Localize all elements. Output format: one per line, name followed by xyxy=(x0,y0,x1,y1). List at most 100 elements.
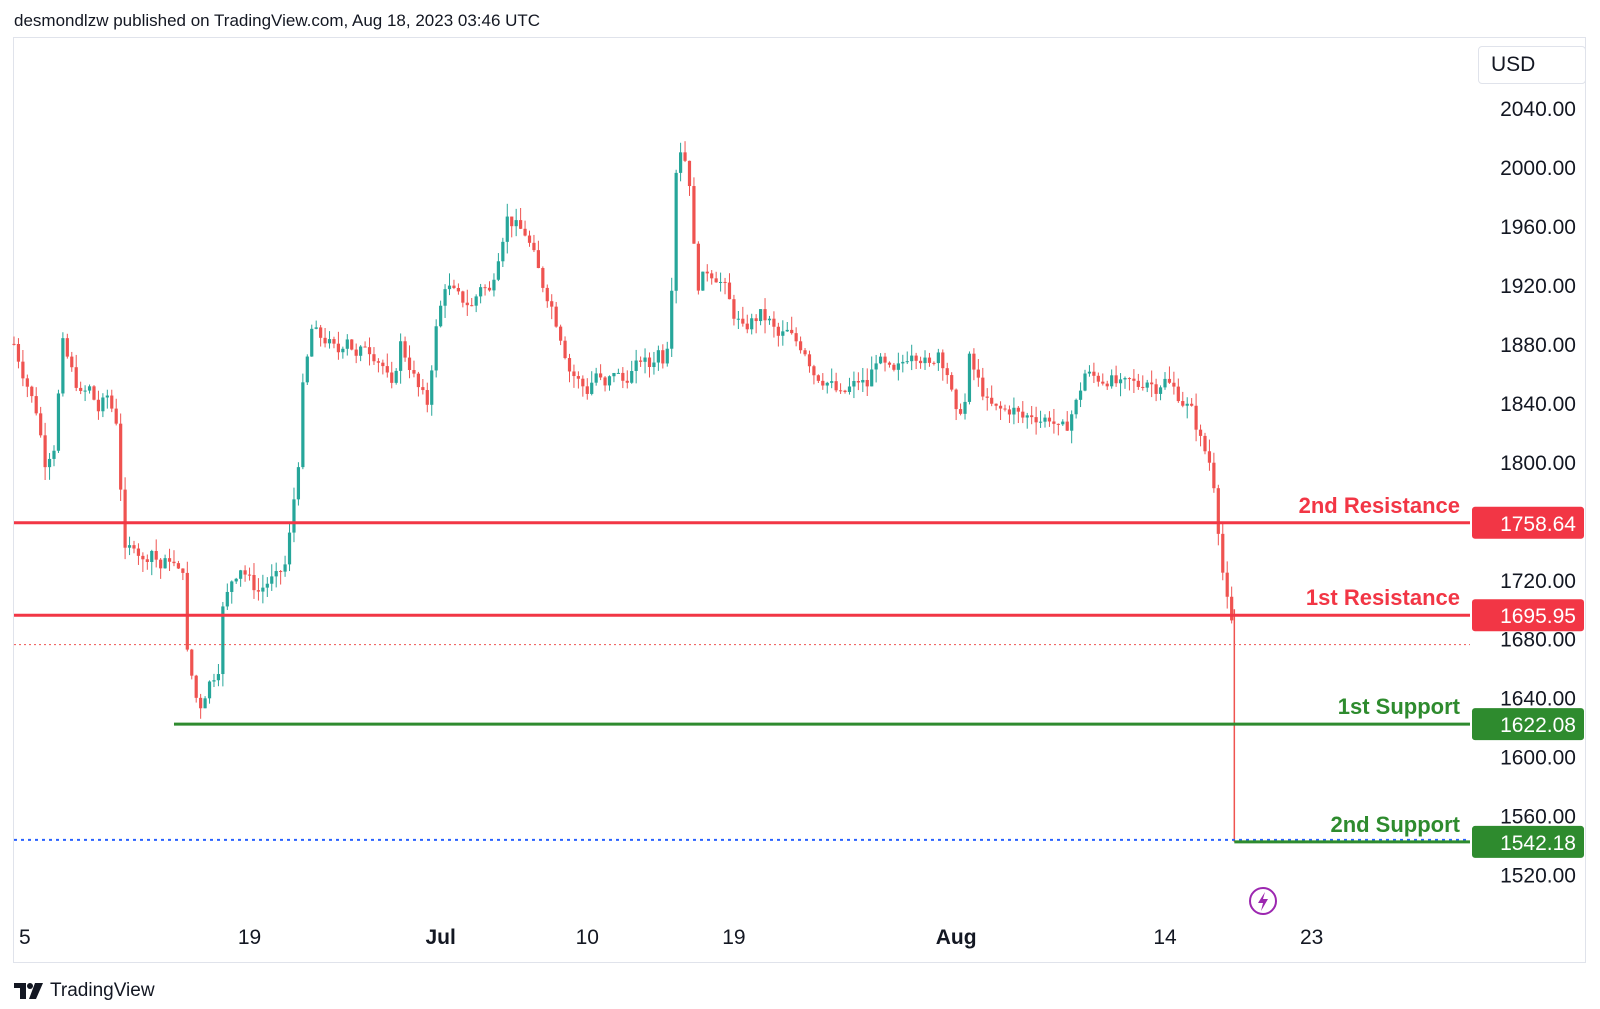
price-tick-label: 1640.00 xyxy=(1500,688,1576,711)
candle xyxy=(923,357,927,364)
candle xyxy=(1150,382,1154,385)
candle xyxy=(136,548,141,556)
candle xyxy=(559,326,563,341)
candle xyxy=(501,241,505,262)
price-axis[interactable]: 2040.00 2000.00 1960.00 1920.00 1880.00 1840.… xyxy=(1500,98,1576,888)
candle xyxy=(332,339,336,344)
candle xyxy=(439,305,443,327)
candle xyxy=(950,375,954,390)
candle xyxy=(541,268,545,288)
candle xyxy=(159,559,163,569)
candle xyxy=(505,216,509,242)
candle xyxy=(12,343,16,345)
candle xyxy=(479,287,483,297)
candle xyxy=(652,362,656,368)
candle xyxy=(74,367,78,388)
candle xyxy=(1123,378,1127,380)
candle xyxy=(79,387,83,391)
candle xyxy=(594,373,598,383)
candle xyxy=(1016,407,1020,412)
candle xyxy=(421,387,425,391)
candle xyxy=(1038,421,1043,423)
candle xyxy=(785,329,789,332)
candle xyxy=(163,558,167,569)
candle xyxy=(687,160,692,187)
candle xyxy=(34,396,38,414)
candle xyxy=(287,532,292,565)
candle xyxy=(1056,423,1060,425)
candle xyxy=(256,590,261,592)
lightning-event-icon[interactable] xyxy=(1249,887,1277,915)
candle xyxy=(1198,429,1203,436)
candle xyxy=(425,390,429,405)
candle xyxy=(483,287,487,289)
footer-brand[interactable]: TradingView xyxy=(50,980,155,1001)
candle xyxy=(1096,375,1100,382)
candle xyxy=(647,357,652,368)
candle xyxy=(61,338,65,394)
time-axis[interactable]: 5 19 Jul 10 19 Aug 14 23 xyxy=(19,926,1323,949)
candle xyxy=(416,373,421,388)
price-tick-label: 1960.00 xyxy=(1500,216,1576,239)
candle xyxy=(279,571,283,573)
candle xyxy=(985,396,989,398)
candle xyxy=(1052,421,1056,424)
candle xyxy=(1114,375,1118,384)
candle xyxy=(603,377,607,386)
candle xyxy=(239,570,243,579)
candle xyxy=(176,563,181,569)
candle xyxy=(199,697,203,709)
candle xyxy=(487,287,492,291)
candle xyxy=(1101,381,1105,384)
candle xyxy=(492,279,496,291)
candle xyxy=(932,362,936,364)
candle xyxy=(567,358,572,372)
candle xyxy=(590,382,594,394)
candle xyxy=(350,339,354,350)
candle xyxy=(861,379,865,383)
candle xyxy=(1203,435,1207,452)
currency-selector[interactable]: USD xyxy=(1478,46,1586,84)
candle xyxy=(327,339,332,344)
candle xyxy=(399,341,403,371)
candle xyxy=(683,152,687,161)
candle xyxy=(803,350,807,355)
level-label: 2nd Resistance xyxy=(1299,493,1460,518)
candle xyxy=(465,302,469,306)
candle xyxy=(336,343,341,353)
candle xyxy=(1145,382,1149,388)
candle xyxy=(292,499,296,533)
candle xyxy=(896,363,900,370)
candle xyxy=(447,285,452,290)
candle xyxy=(274,571,278,577)
price-tick-label: 2040.00 xyxy=(1500,98,1576,121)
candle xyxy=(874,363,878,370)
candle xyxy=(443,289,447,306)
candle xyxy=(92,386,96,400)
candle xyxy=(670,290,674,349)
candle xyxy=(527,235,532,243)
candle xyxy=(434,326,438,371)
candle xyxy=(461,291,465,303)
candle xyxy=(772,318,776,327)
candle xyxy=(452,285,456,288)
candle xyxy=(781,331,785,336)
time-tick-label: 5 xyxy=(19,926,31,949)
candle xyxy=(625,380,629,383)
candle xyxy=(692,186,696,244)
candle xyxy=(1118,379,1123,384)
candle xyxy=(296,467,301,500)
level-tag-value: 1542.18 xyxy=(1500,832,1576,855)
candle xyxy=(905,361,909,363)
candle xyxy=(270,576,274,584)
candle xyxy=(185,572,189,650)
candle xyxy=(381,362,385,367)
candle xyxy=(878,356,883,364)
candle xyxy=(665,348,669,364)
candle xyxy=(43,435,47,468)
price-tick-label: 1560.00 xyxy=(1500,806,1576,829)
candle xyxy=(887,362,892,365)
time-tick-label: Aug xyxy=(936,926,977,949)
candle xyxy=(607,376,612,386)
